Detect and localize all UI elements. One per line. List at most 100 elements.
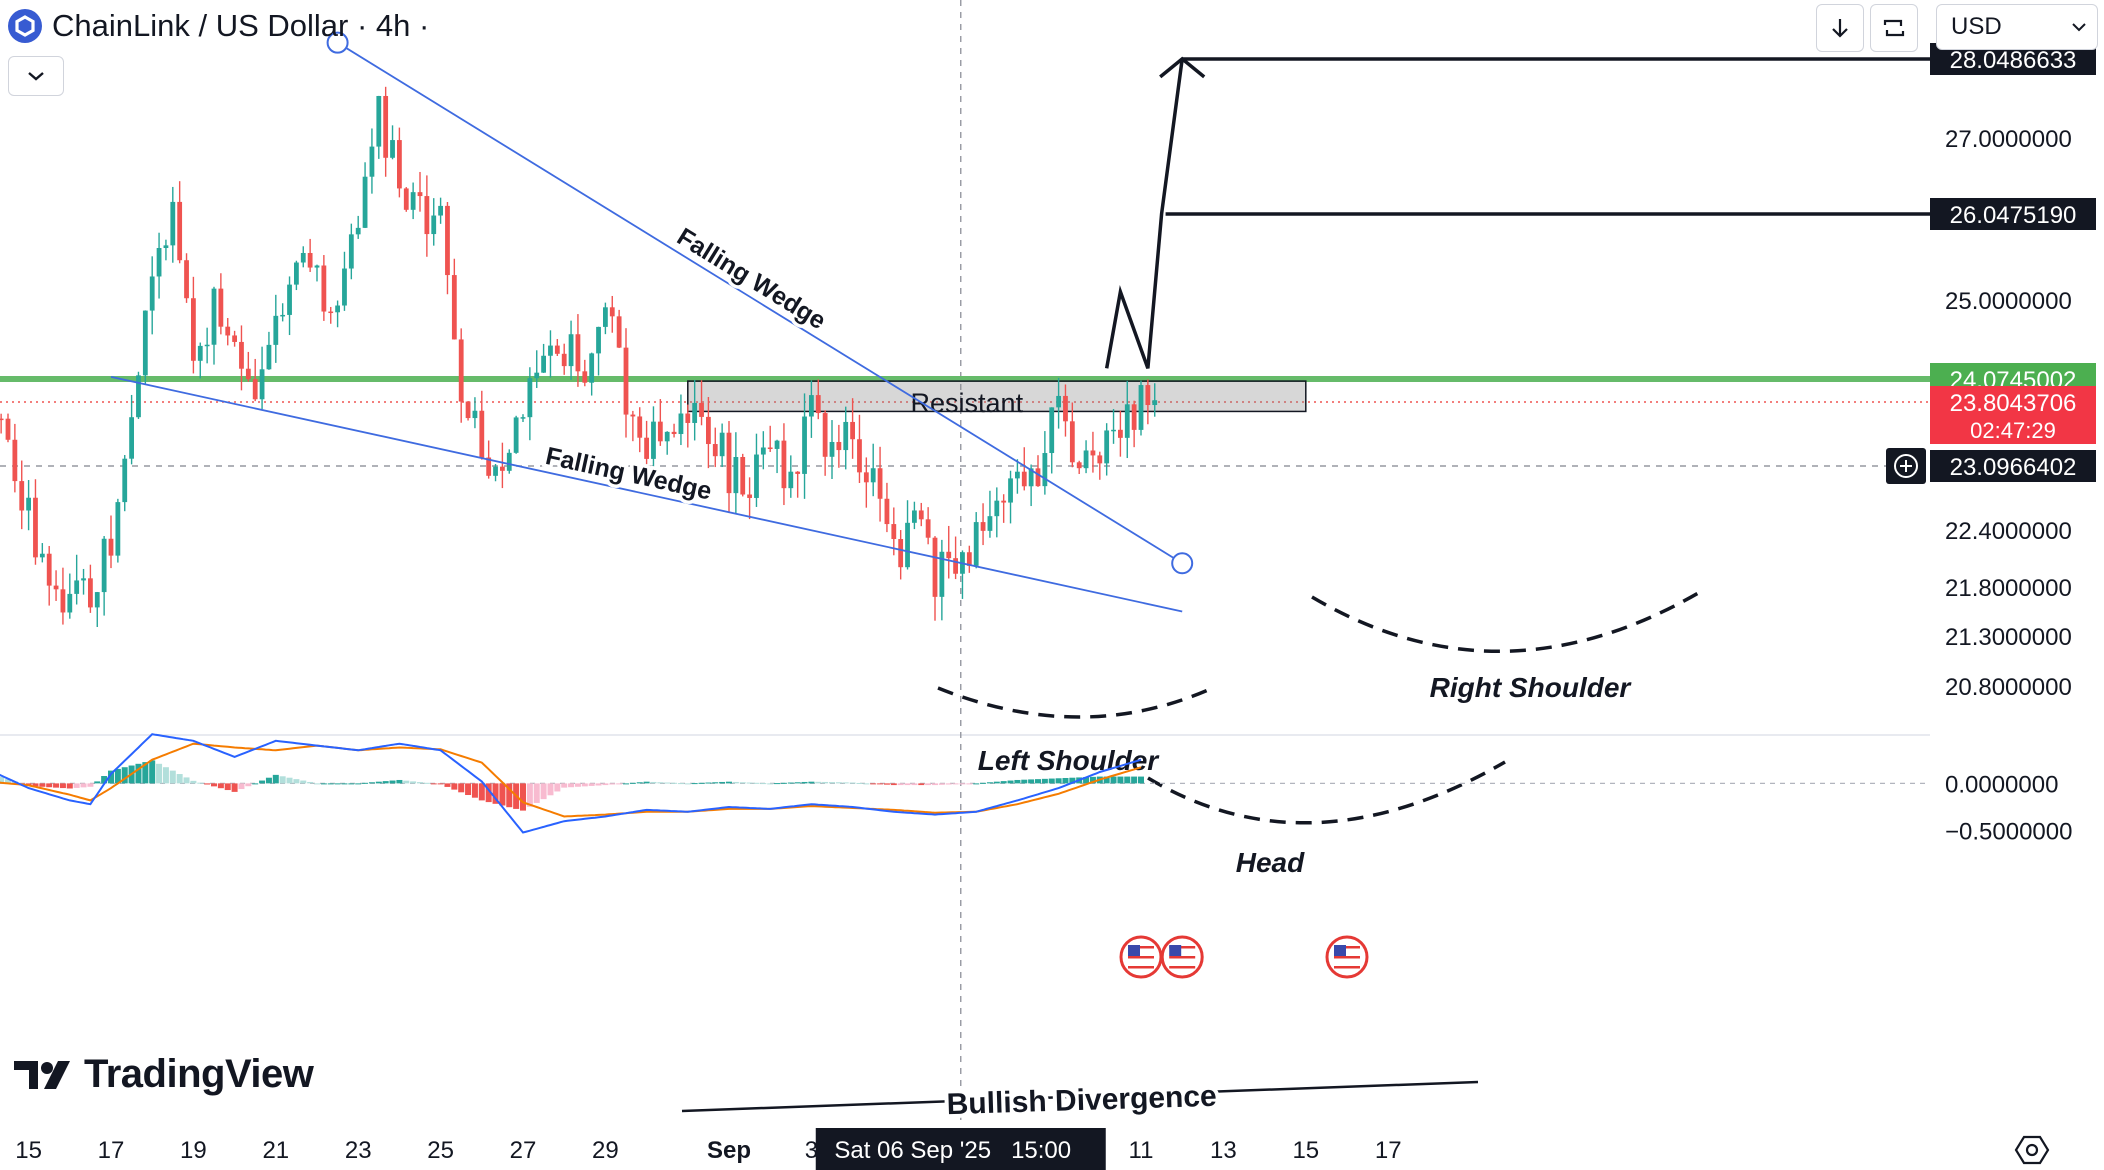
candle[interactable]: [88, 564, 93, 613]
us-flag-icon[interactable]: [1119, 935, 1163, 979]
candle[interactable]: [1015, 459, 1020, 494]
candle[interactable]: [918, 502, 924, 527]
candle[interactable]: [1049, 407, 1055, 474]
candle[interactable]: [781, 423, 787, 506]
candle[interactable]: [754, 433, 759, 507]
candle[interactable]: [191, 276, 196, 374]
candle[interactable]: [26, 480, 31, 531]
wedge-lower-line[interactable]: [110, 375, 1183, 613]
candle[interactable]: [12, 423, 18, 493]
candle[interactable]: [438, 197, 443, 224]
candle[interactable]: [953, 536, 958, 580]
us-flag-icon[interactable]: [1325, 935, 1369, 979]
candle[interactable]: [685, 404, 691, 448]
candle[interactable]: [273, 294, 279, 363]
macd-line[interactable]: [0, 733, 1142, 834]
candle[interactable]: [1138, 380, 1144, 436]
candle[interactable]: [493, 463, 498, 482]
candle[interactable]: [101, 536, 107, 616]
candle[interactable]: [390, 125, 395, 160]
candle[interactable]: [740, 453, 746, 497]
candle[interactable]: [383, 86, 389, 177]
candle[interactable]: [197, 342, 203, 379]
candle[interactable]: [472, 397, 478, 429]
bullish-divergence-line[interactable]: [681, 1080, 1479, 1113]
candle[interactable]: [417, 171, 423, 212]
right-shoulder-arc[interactable]: [1311, 590, 1701, 653]
candle[interactable]: [431, 198, 437, 246]
candle[interactable]: [1090, 431, 1096, 473]
candle[interactable]: [946, 525, 952, 579]
candle[interactable]: [836, 424, 842, 468]
candle[interactable]: [589, 352, 595, 396]
candle[interactable]: [1118, 410, 1123, 457]
add-alert-plus-icon[interactable]: [1886, 448, 1926, 484]
candle[interactable]: [870, 443, 876, 497]
candle[interactable]: [225, 318, 231, 346]
candle[interactable]: [294, 260, 299, 291]
candle[interactable]: [397, 127, 402, 198]
candle[interactable]: [184, 253, 189, 303]
candle[interactable]: [218, 273, 224, 335]
candle[interactable]: [136, 371, 141, 419]
candle[interactable]: [664, 431, 670, 455]
refresh-button[interactable]: [1870, 4, 1918, 52]
wedge-upper-line-handle-start[interactable]: [326, 31, 349, 54]
candle[interactable]: [115, 498, 121, 563]
candle[interactable]: [623, 328, 629, 438]
candle[interactable]: [829, 420, 835, 480]
candle[interactable]: [905, 500, 910, 570]
candle[interactable]: [94, 591, 100, 628]
candle[interactable]: [815, 379, 821, 420]
candle[interactable]: [1008, 470, 1013, 524]
candle[interactable]: [644, 420, 649, 465]
candle[interactable]: [1028, 464, 1034, 507]
candle[interactable]: [925, 507, 931, 545]
candle[interactable]: [142, 310, 148, 385]
candle[interactable]: [458, 328, 464, 423]
macd-signal-line[interactable]: [0, 742, 1142, 818]
candle[interactable]: [850, 398, 855, 459]
candle[interactable]: [410, 182, 416, 220]
candle[interactable]: [692, 379, 698, 441]
candle[interactable]: [726, 421, 732, 514]
candle[interactable]: [822, 410, 828, 476]
candle[interactable]: [314, 264, 320, 282]
candle[interactable]: [994, 487, 1000, 538]
candle[interactable]: [211, 286, 217, 365]
candle[interactable]: [561, 343, 567, 375]
candle[interactable]: [513, 415, 519, 454]
candle[interactable]: [355, 215, 361, 239]
candle[interactable]: [362, 162, 368, 229]
candle[interactable]: [1001, 494, 1007, 523]
candle[interactable]: [719, 423, 725, 468]
candle[interactable]: [451, 258, 457, 340]
candle[interactable]: [0, 413, 4, 434]
projection-path[interactable]: [1104, 58, 1184, 369]
candle[interactable]: [156, 232, 162, 299]
candle[interactable]: [541, 343, 546, 373]
candle[interactable]: [321, 255, 327, 321]
candle[interactable]: [609, 295, 615, 333]
candle[interactable]: [795, 471, 801, 498]
candle[interactable]: [980, 503, 986, 546]
candle[interactable]: [548, 330, 553, 378]
candle[interactable]: [204, 327, 210, 364]
wedge-upper-line-handle-end[interactable]: [1171, 552, 1194, 575]
candle[interactable]: [239, 325, 244, 391]
candle[interactable]: [163, 239, 169, 261]
candle[interactable]: [973, 512, 979, 569]
candle[interactable]: [67, 573, 73, 619]
left-shoulder-arc[interactable]: [937, 686, 1209, 719]
candle[interactable]: [1042, 431, 1048, 495]
candle[interactable]: [582, 359, 588, 387]
candle[interactable]: [245, 351, 251, 382]
candle[interactable]: [966, 545, 972, 573]
candle[interactable]: [53, 570, 59, 601]
candle[interactable]: [527, 367, 533, 441]
download-button[interactable]: [1816, 4, 1864, 52]
candle[interactable]: [369, 128, 375, 194]
candle[interactable]: [568, 320, 574, 380]
candle[interactable]: [232, 330, 237, 347]
